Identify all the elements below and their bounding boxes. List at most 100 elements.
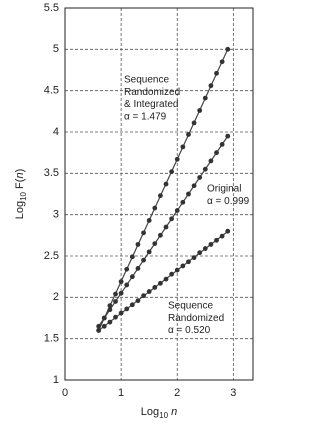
point xyxy=(174,208,180,213)
point xyxy=(141,257,146,263)
fit-line xyxy=(98,135,229,327)
point xyxy=(124,282,130,288)
point xyxy=(135,298,141,304)
point xyxy=(163,181,169,187)
ylabel-part: 10 xyxy=(19,191,28,200)
point xyxy=(146,289,152,294)
point xyxy=(107,303,113,308)
y-tick-label: 1.5 xyxy=(44,333,59,345)
point xyxy=(146,249,152,255)
annotation: Randomized xyxy=(124,87,180,98)
y-tick-label: 3.5 xyxy=(44,167,59,179)
point xyxy=(225,133,231,139)
ylabel-part: n xyxy=(14,172,26,178)
point xyxy=(96,328,102,333)
point xyxy=(135,266,141,271)
xlabel-part: n xyxy=(171,406,177,418)
point xyxy=(113,299,118,304)
point xyxy=(118,310,124,316)
point xyxy=(191,183,197,189)
x-tick-label: 0 xyxy=(62,387,68,399)
annotation: α = 0.520 xyxy=(168,325,211,336)
point xyxy=(107,319,113,325)
point xyxy=(197,108,203,113)
point xyxy=(169,271,175,277)
point xyxy=(219,233,225,239)
x-tick-label: 2 xyxy=(174,387,180,399)
ylabel-part: ) xyxy=(14,169,26,173)
point xyxy=(118,290,124,296)
x-tick-label: 1 xyxy=(118,387,124,399)
point xyxy=(225,46,231,52)
point xyxy=(158,232,163,238)
point xyxy=(129,274,135,280)
y-tick-label: 5 xyxy=(53,43,59,55)
ylabel: Log10 F(n) xyxy=(14,169,28,220)
y-tick-label: 2 xyxy=(53,291,59,303)
ylabel-part: F( xyxy=(14,178,26,192)
point xyxy=(214,237,219,243)
point xyxy=(180,199,186,205)
xlabel: Log10 n xyxy=(141,406,177,420)
point xyxy=(174,267,180,273)
plot-frame xyxy=(64,7,254,381)
point xyxy=(158,193,163,199)
point xyxy=(202,166,208,172)
point xyxy=(107,307,113,313)
point xyxy=(124,306,130,312)
point xyxy=(197,175,203,180)
point xyxy=(219,59,225,65)
y-tick-label: 3 xyxy=(53,209,59,221)
point xyxy=(141,293,146,299)
point xyxy=(169,216,175,222)
point xyxy=(113,314,118,320)
point xyxy=(186,191,191,197)
point xyxy=(152,285,158,290)
point xyxy=(214,150,219,156)
xlabel-part: Log xyxy=(141,406,159,418)
point xyxy=(96,323,102,329)
point xyxy=(208,83,214,89)
point xyxy=(135,242,141,247)
point xyxy=(202,246,208,251)
annotation: Sequence xyxy=(124,75,169,86)
point xyxy=(202,95,208,101)
annotation: Sequence xyxy=(168,301,213,312)
point xyxy=(152,205,158,211)
point xyxy=(186,132,191,137)
annotation: Randomized xyxy=(168,313,224,324)
point xyxy=(225,228,231,234)
point xyxy=(129,254,135,260)
point xyxy=(124,266,130,272)
y-tick-label: 1 xyxy=(53,374,59,386)
annotation: Original xyxy=(207,184,241,195)
point xyxy=(163,224,169,230)
y-tick-label: 2.5 xyxy=(44,250,59,262)
point xyxy=(152,241,158,247)
point xyxy=(158,280,163,286)
annotation: α = 1.479 xyxy=(124,112,167,123)
point xyxy=(191,255,197,261)
point xyxy=(180,263,186,269)
annotation: & Integrated xyxy=(124,99,178,110)
point xyxy=(101,323,107,329)
point xyxy=(174,156,180,162)
point xyxy=(186,259,191,265)
point xyxy=(219,142,225,147)
point xyxy=(146,218,152,223)
x-tick-label: 3 xyxy=(230,387,236,399)
point xyxy=(141,230,146,236)
point xyxy=(129,302,135,308)
y-tick-label: 4.5 xyxy=(44,85,59,97)
point xyxy=(180,144,186,150)
point xyxy=(208,242,214,247)
point xyxy=(191,120,197,126)
point xyxy=(118,279,124,285)
y-tick-label: 5.5 xyxy=(44,2,59,14)
point xyxy=(113,291,118,297)
annotation: α = 0.999 xyxy=(207,196,250,207)
point xyxy=(197,250,203,256)
point xyxy=(214,70,219,76)
point xyxy=(101,315,107,321)
